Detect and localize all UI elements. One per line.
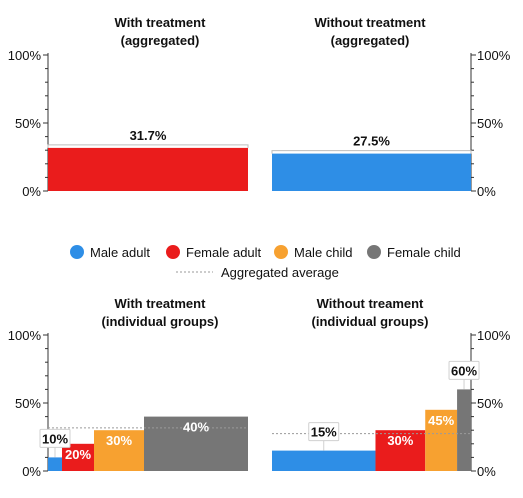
bar-female-child — [457, 389, 471, 471]
data-label: 20% — [65, 447, 91, 462]
data-label: 60% — [451, 363, 477, 378]
bar-male-child — [94, 430, 144, 471]
y-tick-label: 100% — [8, 328, 42, 343]
legend-swatch-female-child — [367, 245, 381, 259]
chart-title-line-1: With treatment — [115, 15, 207, 30]
chart-title-line-1: With treatment — [115, 296, 207, 311]
y-tick-label: 100% — [477, 328, 511, 343]
average-marker — [47, 144, 249, 148]
chart-title-line-2: (individual groups) — [102, 314, 219, 329]
chart-panel-3: With treatment (individual groups) 0% 50% 10… — [8, 296, 248, 479]
chart-title-line-2: (aggregated) — [121, 33, 200, 48]
data-label: 45% — [428, 413, 454, 428]
data-label: 15% — [311, 425, 337, 440]
legend-label-female-adult: Female adult — [186, 245, 262, 260]
chart-title-line-2: (individual groups) — [312, 314, 429, 329]
legend-label-male-child: Male child — [294, 245, 353, 260]
bar-female-child — [144, 416, 248, 471]
y-tick-label: 0% — [22, 184, 41, 199]
chart-title-line-2: (aggregated) — [331, 33, 410, 48]
y-tick-label: 0% — [22, 464, 41, 479]
chart-title-line-1: Without treament — [317, 296, 424, 311]
chart-panel-4: Without treament (individual groups) 0% 50%… — [272, 296, 511, 479]
y-tick-label: 50% — [477, 396, 503, 411]
chart-title-line-1: Without treatment — [314, 15, 426, 30]
y-tick-label: 0% — [477, 464, 496, 479]
data-label: 31.7% — [130, 128, 167, 143]
chart-panel-2: Without treatment (aggregated) 0% 50% 100% 27… — [271, 15, 511, 199]
legend-swatch-male-child — [274, 245, 288, 259]
y-tick-label: 100% — [8, 48, 42, 63]
data-label: 30% — [106, 433, 132, 448]
data-label: 27.5% — [353, 134, 390, 149]
bar-female-adult — [48, 147, 248, 191]
bar-male-adult — [272, 153, 471, 191]
legend-swatch-female-adult — [166, 245, 180, 259]
average-marker — [271, 150, 472, 154]
y-tick-label: 50% — [15, 116, 41, 131]
bar-female-adult — [62, 443, 94, 471]
data-label: 40% — [183, 420, 209, 435]
bar-male-adult — [48, 457, 62, 471]
bar-male-adult — [272, 450, 376, 471]
y-tick-label: 50% — [477, 116, 503, 131]
y-tick-label: 100% — [477, 48, 511, 63]
bar-female-adult — [375, 430, 426, 471]
y-tick-label: 0% — [477, 184, 496, 199]
legend-label-aggregated-average: Aggregated average — [221, 265, 339, 280]
legend-label-male-adult: Male adult — [90, 245, 150, 260]
legend-swatch-male-adult — [70, 245, 84, 259]
data-label: 10% — [42, 431, 68, 446]
legend-label-female-child: Female child — [387, 245, 461, 260]
data-label: 30% — [387, 433, 413, 448]
y-tick-label: 50% — [15, 396, 41, 411]
bar-male-child — [425, 409, 458, 471]
chart-panel-1: With treatment (aggregated) 0% 50% 100% 31.7% — [8, 15, 249, 199]
legend: Male adult Female adult Male child Femal… — [70, 245, 461, 280]
